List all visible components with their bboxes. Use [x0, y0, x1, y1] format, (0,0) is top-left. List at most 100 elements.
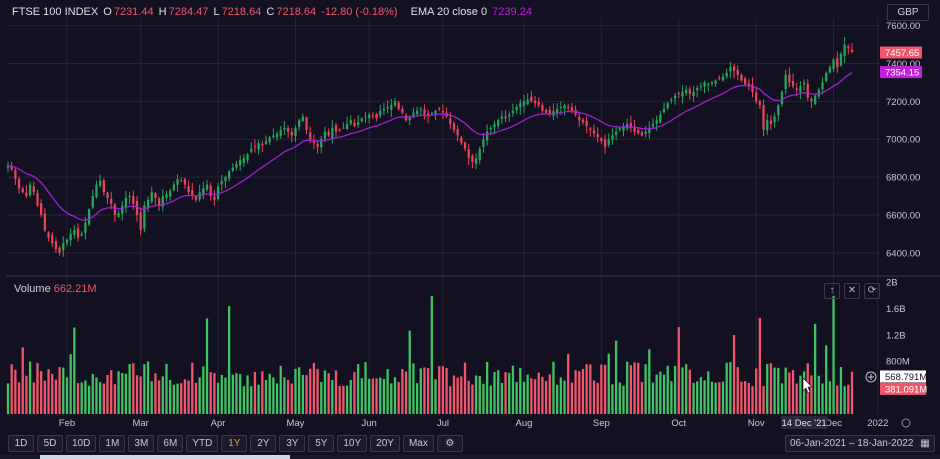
candle-body — [10, 166, 13, 170]
time-tick-label: Apr — [211, 418, 226, 429]
volume-bar — [334, 370, 338, 414]
candle-body — [795, 88, 798, 90]
candle-body — [205, 184, 209, 190]
pane-close-button[interactable]: ✕ — [844, 283, 860, 299]
candle-body — [58, 247, 61, 253]
range-3y-button[interactable]: 3Y — [279, 435, 306, 452]
candle-body — [718, 77, 721, 79]
range-20y-button[interactable]: 20Y — [370, 435, 400, 452]
volume-bar — [482, 383, 485, 414]
pane-maximize-button[interactable]: ⟳ — [864, 283, 880, 299]
range-10d-button[interactable]: 10D — [66, 435, 97, 452]
currency-selector[interactable]: GBP — [887, 4, 929, 21]
candle-body — [176, 178, 179, 185]
volume-bar — [504, 372, 507, 414]
range-5y-button[interactable]: 5Y — [308, 435, 335, 452]
candle-body — [692, 91, 695, 96]
volume-bar — [666, 365, 669, 414]
candle-body — [544, 110, 548, 113]
volume-bar — [699, 377, 703, 414]
price-tick-label: 6600.00 — [886, 210, 920, 221]
date-range-text: 06-Jan-2021 – 18-Jan-2022 — [790, 438, 914, 449]
volume-bar — [655, 374, 658, 414]
date-range-picker[interactable]: 06-Jan-2021 – 18-Jan-2022 ▦ — [785, 435, 935, 452]
volume-bar — [500, 382, 504, 414]
volume-bar — [681, 367, 684, 414]
candle-body — [62, 243, 65, 251]
range-1d-button[interactable]: 1D — [8, 435, 34, 452]
volume-bar — [28, 361, 32, 414]
candle-body — [150, 192, 153, 202]
volume-bar — [755, 368, 758, 414]
volume-bar — [386, 369, 389, 414]
volume-bar — [552, 361, 555, 414]
volume-bars — [6, 295, 854, 414]
volume-bar — [235, 373, 238, 414]
candle-body — [353, 122, 356, 126]
volume-bar — [390, 383, 393, 414]
candle-body — [662, 108, 666, 113]
range-ytd-button[interactable]: YTD — [186, 435, 219, 452]
candle-body — [279, 129, 282, 136]
volume-bar — [511, 365, 515, 414]
candle-body — [393, 101, 397, 106]
volume-bar — [323, 370, 327, 414]
pane-move-up-button[interactable]: ↑ — [824, 283, 840, 299]
candle-body — [570, 107, 574, 111]
range-10y-button[interactable]: 10Y — [337, 435, 368, 452]
volume-bar — [205, 318, 209, 414]
range-1y-button[interactable]: 1Y — [221, 435, 248, 452]
volume-bar — [25, 375, 28, 414]
candle-body — [828, 67, 832, 73]
candle-body — [401, 108, 404, 113]
candle-body — [95, 184, 98, 198]
candle-body — [379, 110, 382, 116]
candle-body — [526, 99, 529, 105]
volume-bar — [427, 368, 430, 414]
candle-body — [21, 188, 24, 193]
candle-body — [84, 222, 87, 233]
candle-body — [773, 116, 776, 123]
volume-bar — [544, 380, 548, 414]
candle-body — [766, 120, 769, 131]
range-3m-button[interactable]: 3M — [128, 435, 155, 452]
candle-body — [220, 180, 223, 185]
candle-body — [294, 127, 297, 136]
volume-bar — [600, 364, 603, 414]
candle-body — [121, 205, 124, 214]
volume-bar — [169, 379, 172, 414]
range-6m-button[interactable]: 6M — [157, 435, 184, 452]
candle-body — [710, 82, 714, 84]
volume-bar — [227, 306, 231, 414]
range-2y-button[interactable]: 2Y — [250, 435, 277, 452]
volume-bar — [747, 382, 750, 414]
volume-bar — [633, 362, 636, 414]
settings-gear-icon[interactable]: ⚙ — [436, 435, 463, 452]
volume-bar — [135, 375, 139, 414]
range-5d-button[interactable]: 5D — [37, 435, 63, 452]
candle-body — [559, 107, 562, 109]
volume-bar — [718, 382, 721, 414]
volume-bar — [246, 375, 249, 414]
candle-body — [345, 124, 349, 130]
volume-bar — [172, 384, 175, 414]
candle-body — [699, 86, 703, 88]
volume-bar — [839, 366, 843, 414]
candle-body — [825, 72, 828, 82]
candle-body — [397, 102, 400, 109]
volume-bar — [766, 364, 769, 414]
candle-body — [283, 127, 286, 130]
range-max-button[interactable]: Max — [402, 435, 434, 452]
volume-bar — [449, 386, 452, 414]
range-1m-button[interactable]: 1M — [99, 435, 126, 452]
volume-bar — [191, 362, 194, 414]
legend-ema-label: EMA 20 close 0 — [410, 6, 488, 18]
candle-body — [482, 139, 485, 148]
candle-body — [246, 154, 249, 161]
volume-bar — [139, 376, 142, 414]
candle-body — [87, 209, 91, 225]
candle-body — [522, 101, 526, 106]
volume-bar — [548, 374, 551, 414]
candle-body — [253, 145, 257, 147]
